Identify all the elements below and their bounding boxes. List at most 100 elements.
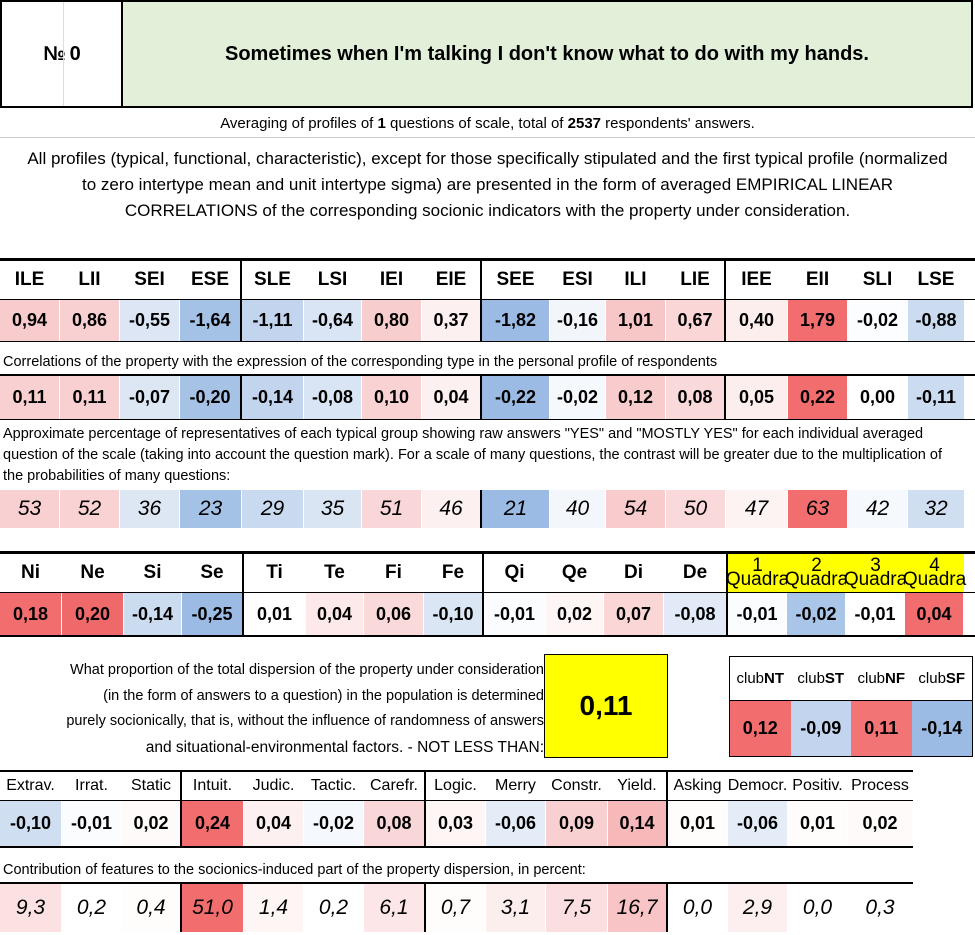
- club-code: SF: [945, 670, 966, 687]
- function-value-9: -0,01: [484, 593, 546, 635]
- type-profile-3: -0,55: [120, 300, 180, 341]
- socionic-share-explanation: What proportion of the total dispersion …: [60, 658, 544, 760]
- type-profile-15: -0,02: [848, 300, 908, 341]
- feature-header-1: Extrav.: [0, 772, 62, 800]
- function-header-7: Fi: [364, 554, 424, 592]
- intro-paragraph: All profiles (typical, functional, chara…: [27, 149, 948, 220]
- feature-contribution-7: 6,1: [364, 884, 426, 932]
- type-profile-2: 0,86: [60, 300, 120, 341]
- feature-contribution-11: 16,7: [608, 884, 668, 932]
- type-header-8: EIE: [422, 261, 482, 299]
- features-contribution-row: 9,3 0,2 0,4 51,0 1,4 0,2 6,1 0,7 3,1 7,5 16,7 0,0 2,…: [0, 882, 913, 932]
- function-header-1: Ni: [0, 554, 62, 592]
- functions-value-row: 0,18 0,20 -0,14 -0,25 0,01 0,04 0,06 -0,10 -0,01…: [0, 593, 975, 637]
- feature-value-6: -0,02: [304, 801, 364, 846]
- feature-value-8: 0,03: [426, 801, 486, 846]
- function-value-7: 0,06: [364, 593, 424, 635]
- function-header-12: De: [664, 554, 728, 592]
- club-header-1: club NT: [730, 657, 791, 700]
- features-value-row: -0,10 -0,01 0,02 0,24 0,04 -0,02 0,08 0,03 -0,06…: [0, 800, 913, 848]
- type-percent-11: 54: [606, 490, 666, 528]
- function-value-10: 0,02: [546, 593, 604, 635]
- quadra-header-3: 3 Quadra: [844, 554, 907, 592]
- feature-contribution-6: 0,2: [304, 884, 364, 932]
- type-header-16: LSE: [908, 261, 965, 299]
- type-percent-7: 51: [362, 490, 422, 528]
- type-percent-13: 47: [726, 490, 788, 528]
- feature-header-10: Constr.: [546, 772, 608, 800]
- type-correlation-11: 0,12: [606, 376, 666, 419]
- functions-header-row: Ni Ne Si Se Ti Te Fi Fe Qi Qe Di De 1 Quadra 2 Quadra 3 Q…: [0, 551, 975, 593]
- quadra-number: 4: [929, 555, 940, 576]
- type-percent-4: 23: [180, 490, 242, 528]
- type-correlation-1: 0,11: [0, 376, 60, 419]
- number-divider: [63, 2, 64, 106]
- type-percent-2: 52: [60, 490, 120, 528]
- function-value-11: 0,07: [604, 593, 664, 635]
- function-value-14: -0,02: [787, 593, 846, 635]
- type-profile-5: -1,11: [242, 300, 304, 341]
- type-header-15: SLI: [848, 261, 908, 299]
- type-correlation-5: -0,14: [242, 376, 304, 419]
- function-value-12: -0,08: [664, 593, 728, 635]
- club-prefix: club: [857, 670, 886, 687]
- function-value-5: 0,01: [244, 593, 306, 635]
- correlations-note: Correlations of the property with the ex…: [3, 354, 718, 370]
- function-value-4: -0,25: [182, 593, 244, 635]
- type-profile-row: 0,94 0,86 -0,55 -1,64 -1,11 -0,64 0,80 0,37 -1,8…: [0, 300, 975, 342]
- club-header-2: club ST: [791, 657, 852, 700]
- feature-header-6: Tactic.: [304, 772, 364, 800]
- clubs-value-row: 0,12 -0,09 0,11 -0,14: [729, 700, 973, 757]
- type-header-10: ESI: [550, 261, 606, 299]
- type-percent-8: 46: [422, 490, 482, 528]
- feature-value-3: 0,02: [122, 801, 182, 846]
- feature-header-8: Logic.: [426, 772, 486, 800]
- type-correlation-8: 0,04: [422, 376, 482, 419]
- feature-value-11: 0,14: [608, 801, 668, 846]
- type-percent-6: 35: [304, 490, 362, 528]
- number-value: 0: [69, 42, 81, 65]
- type-profile-10: -0,16: [550, 300, 606, 341]
- number-label: №: [43, 42, 66, 65]
- type-percent-1: 53: [0, 490, 60, 528]
- type-correlation-6: -0,08: [304, 376, 362, 419]
- type-header-3: SEI: [120, 261, 180, 299]
- quadra-label: Quadra: [902, 569, 967, 590]
- feature-header-11: Yield.: [608, 772, 668, 800]
- function-header-4: Se: [182, 554, 244, 592]
- type-correlation-16: -0,11: [908, 376, 965, 419]
- feature-value-9: -0,06: [486, 801, 546, 846]
- type-header-14: EII: [788, 261, 848, 299]
- feature-contribution-10: 7,5: [546, 884, 608, 932]
- feature-contribution-8: 0,7: [426, 884, 486, 932]
- club-header-3: club NF: [851, 657, 912, 700]
- function-value-13: -0,01: [728, 593, 787, 635]
- club-value-1: 0,12: [730, 701, 791, 756]
- type-correlation-row: 0,11 0,11 -0,07 -0,20 -0,14 -0,08 0,10 0,04 -0,2…: [0, 374, 975, 420]
- feature-contribution-5: 1,4: [244, 884, 304, 932]
- type-correlation-10: -0,02: [550, 376, 606, 419]
- type-profile-9: -1,82: [482, 300, 550, 341]
- respondent-count: 2537: [567, 115, 602, 132]
- type-percent-row: 53 52 36 23 29 35 51 46 21 40 54 50 47 63 42 32: [0, 490, 975, 528]
- function-value-6: 0,04: [306, 593, 364, 635]
- quadra-label: Quadra: [725, 569, 790, 590]
- type-correlation-13: 0,05: [726, 376, 788, 419]
- percent-note: Approximate percentage of representative…: [3, 426, 942, 484]
- function-header-2: Ne: [62, 554, 124, 592]
- type-percent-12: 50: [666, 490, 726, 528]
- feature-value-4: 0,24: [182, 801, 244, 846]
- question-title: Sometimes when I'm talking I don't know …: [121, 0, 973, 108]
- feature-contribution-12: 0,0: [668, 884, 728, 932]
- type-percent-3: 36: [120, 490, 180, 528]
- averaging-suffix: respondents' answers.: [601, 115, 755, 132]
- explanation-line-3: purely socionically, that is, without th…: [66, 713, 544, 729]
- type-header-9: SEE: [482, 261, 550, 299]
- quadra-header-1: 1 Quadra: [725, 554, 790, 592]
- explanation-line-4: and situational-environmental factors. -…: [145, 738, 544, 756]
- feature-header-14: Positiv.: [788, 772, 848, 800]
- feature-contribution-4: 51,0: [182, 884, 244, 932]
- clubs-header-row: club NT club ST club NF club SF: [729, 656, 973, 700]
- type-header-1: ILE: [0, 261, 60, 299]
- feature-header-4: Intuit.: [182, 772, 244, 800]
